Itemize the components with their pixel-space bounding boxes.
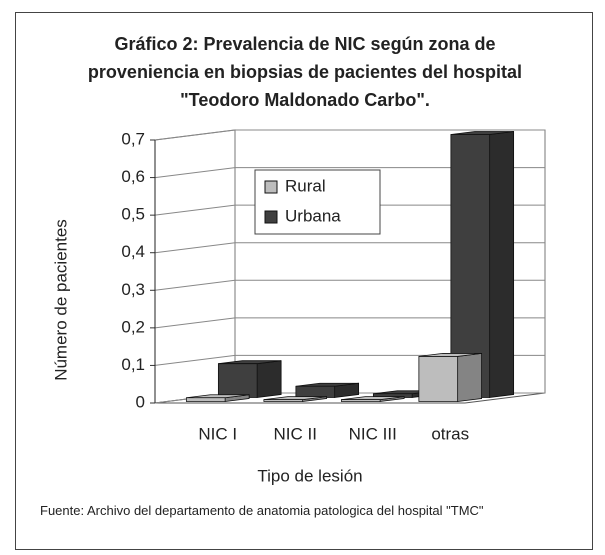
y-tick-label: 0,5 <box>121 205 145 224</box>
bar <box>340 399 381 402</box>
grid-line <box>154 279 545 291</box>
bar-side <box>457 352 483 402</box>
grid-line <box>154 242 545 254</box>
legend-swatch <box>264 210 278 224</box>
legend-label: Rural <box>285 176 326 195</box>
x-axis-label: Tipo de lesión <box>257 466 362 485</box>
legend-label: Urbana <box>285 206 341 225</box>
side-wall <box>154 129 236 404</box>
y-tick-label: 0,1 <box>121 355 145 374</box>
grid-line <box>154 317 545 329</box>
bar-side <box>489 131 515 398</box>
bar <box>217 363 258 398</box>
frame <box>15 12 593 550</box>
chart-title: Gráfico 2: Prevalencia de NIC según zona… <box>87 34 523 110</box>
y-axis-label: Número de pacientes <box>51 219 70 381</box>
grid-line <box>154 167 545 179</box>
x-tick-label: NIC II <box>274 424 317 443</box>
bar <box>418 356 459 402</box>
bar <box>295 385 336 398</box>
grid-line <box>154 129 545 141</box>
bar <box>185 397 226 402</box>
bar <box>263 399 304 402</box>
x-tick-label: NIC III <box>349 424 397 443</box>
bar-side <box>256 360 282 398</box>
chart: Número de pacientes Tipo de lesión 0 0,1 0… <box>51 129 546 485</box>
legend-swatch <box>264 180 278 194</box>
x-tick-label: NIC I <box>198 424 237 443</box>
y-tick-label: 0,4 <box>121 242 145 261</box>
y-tick-label: 0,6 <box>121 167 145 186</box>
y-tick-label: 0 <box>136 392 145 411</box>
y-tick-label: 0,3 <box>121 280 145 299</box>
y-tick-label: 0,2 <box>121 317 145 336</box>
y-tick-label: 0,7 <box>121 129 145 148</box>
source-note: Fuente: Archivo del departamento de anat… <box>40 503 484 518</box>
grid-line <box>154 204 545 216</box>
x-tick-label: otras <box>431 424 469 443</box>
